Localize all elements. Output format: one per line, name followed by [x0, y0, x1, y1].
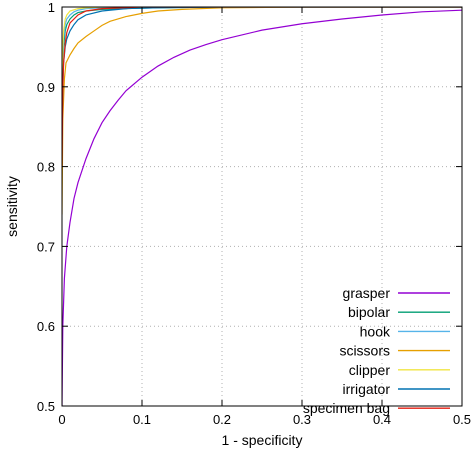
- legend: grasper bipolar hook scissors clipper irrigat…: [303, 285, 450, 416]
- series-line-irrigator: [62, 7, 462, 135]
- x-tick-label: 0.5: [453, 412, 471, 427]
- x-axis-label: 1 - specificity: [222, 432, 303, 448]
- y-tick-label: 0.8: [37, 160, 55, 175]
- plot-frame: [61, 6, 463, 407]
- plot-series: [62, 7, 462, 406]
- y-axis-label: sensitivity: [4, 176, 20, 237]
- legend-label: hook: [360, 323, 391, 339]
- series-line-clipper: [62, 7, 462, 103]
- legend-label: bipolar: [348, 304, 390, 320]
- legend-label: irrigator: [343, 381, 391, 397]
- series-line-specimen-bag: [62, 7, 462, 167]
- y-tick-label: 1: [48, 0, 55, 15]
- x-tick-label: 0.2: [213, 412, 231, 427]
- axis-ticks: 0 0.1 0.2 0.3 0.4 0.5 0.5 0.6 0.7 0.8 0.9 1: [37, 0, 471, 427]
- series-line-bipolar: [62, 7, 462, 143]
- x-tick-label: 0: [58, 412, 65, 427]
- legend-label: specimen bag: [303, 400, 390, 416]
- legend-label: scissors: [339, 343, 390, 359]
- y-tick-label: 0.5: [37, 399, 55, 414]
- legend-label: grasper: [343, 285, 391, 301]
- x-tick-label: 0.1: [133, 412, 151, 427]
- y-tick-label: 0.7: [37, 239, 55, 254]
- x-tick-label: 0.4: [373, 412, 391, 427]
- series-line-scissors: [62, 7, 462, 215]
- y-tick-label: 0.6: [37, 319, 55, 334]
- x-tick-label: 0.3: [293, 412, 311, 427]
- series-line-grasper: [62, 9, 462, 406]
- grid: [62, 7, 462, 406]
- series-line-hook: [62, 7, 462, 151]
- y-tick-label: 0.9: [37, 80, 55, 95]
- legend-label: clipper: [349, 362, 391, 378]
